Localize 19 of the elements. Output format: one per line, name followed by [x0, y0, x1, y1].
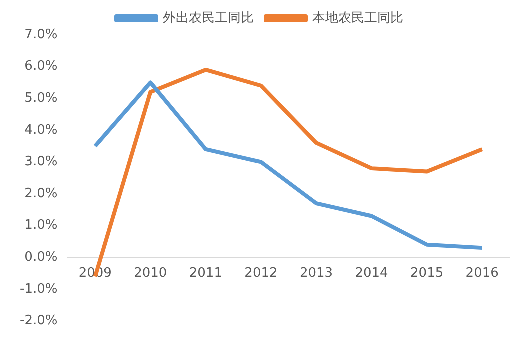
y-tick-label: 1.0% [24, 218, 58, 234]
y-tick-label: 0.0% [24, 250, 58, 265]
y-tick-label: 4.0% [24, 122, 58, 138]
y-tick-label: 3.0% [24, 154, 58, 170]
x-tick-label: 2013 [300, 266, 334, 281]
y-tick-label: 7.0% [24, 27, 58, 42]
y-tick-label: -1.0% [20, 282, 58, 297]
x-tick-label: 2014 [355, 266, 388, 281]
x-tick-label: 2010 [134, 266, 168, 281]
x-tick-label: 2016 [466, 266, 499, 281]
y-tick-label: 6.0% [24, 59, 58, 74]
x-tick-label: 2015 [410, 266, 444, 281]
x-tick-label: 2012 [244, 266, 278, 281]
legend-label: 本地农民工同比 [312, 10, 404, 26]
y-tick-label: 2.0% [24, 186, 58, 202]
y-tick-label: -2.0% [20, 314, 58, 329]
legend-label: 外出农民工同比 [163, 10, 254, 26]
y-tick-label: 5.0% [24, 90, 58, 106]
x-tick-label: 2011 [189, 266, 222, 281]
